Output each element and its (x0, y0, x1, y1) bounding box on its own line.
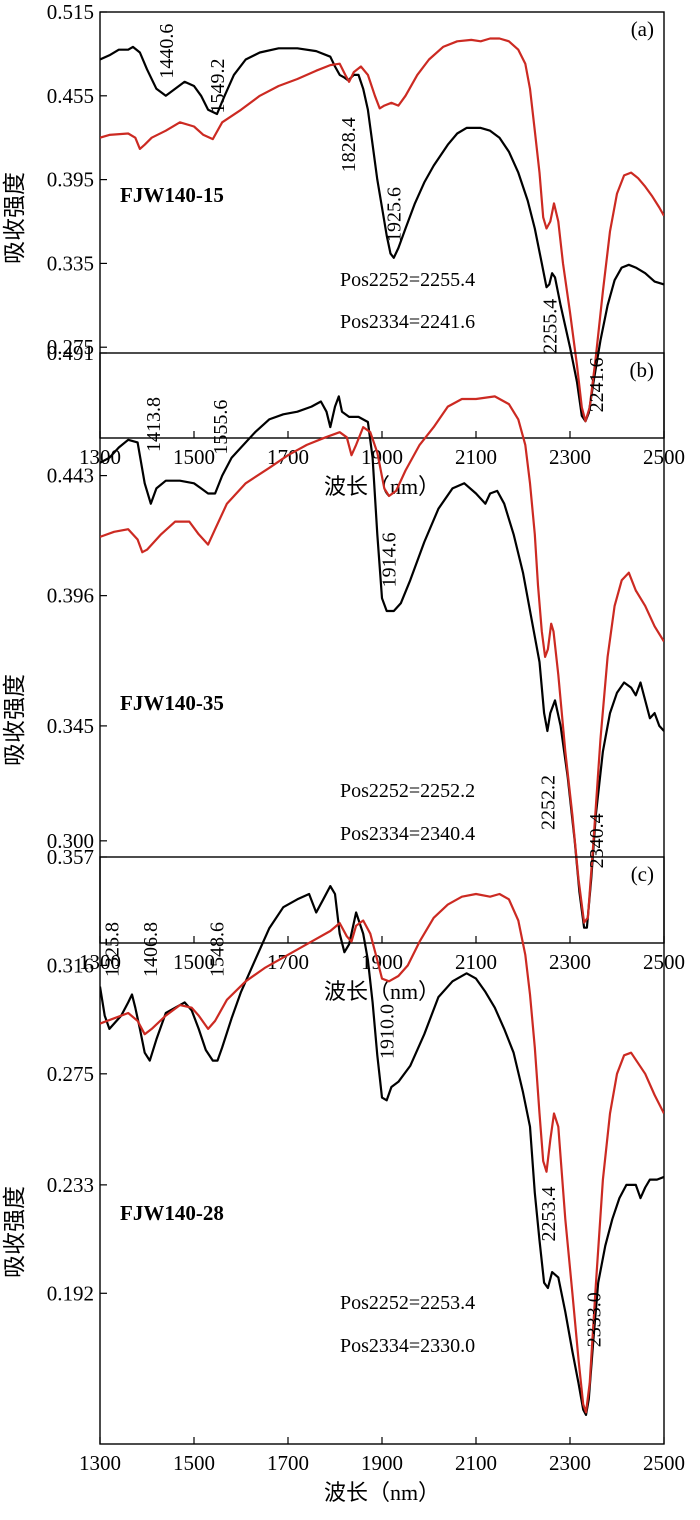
y-axis-label: 吸收强度 (2, 674, 27, 766)
x-tick-label: 2100 (455, 445, 497, 469)
chart-panel-b: 1300 1500 1700 1900 2100 2300 25000.4910.4430.… (2, 341, 685, 1004)
chart-panel-a: 1300 1500 1700 1900 2100 2300 25000.5150.4550.… (2, 0, 685, 499)
peak-label: 1413.8 (143, 397, 165, 452)
x-tick-label: 2300 (549, 950, 591, 974)
series-line-red (100, 37, 664, 423)
x-tick-label: 1900 (361, 1451, 403, 1475)
pos-text: Pos2334=2340.4 (340, 823, 475, 845)
peak-label: 2333.0 (584, 1292, 606, 1347)
peak-label: 1555.6 (210, 400, 232, 455)
panel-label: (c) (631, 862, 654, 886)
series-line-red (100, 395, 664, 924)
y-tick-label: 0.396 (47, 584, 94, 608)
y-tick-label: 0.443 (47, 464, 94, 488)
peak-label: 2241.6 (586, 357, 608, 412)
peak-label: 2340.4 (586, 813, 608, 868)
pos-text: Pos2334=2330.0 (340, 1335, 475, 1357)
peak-label: 1828.4 (338, 117, 360, 172)
y-tick-label: 0.275 (47, 335, 94, 359)
peak-label: 2253.4 (538, 1186, 560, 1241)
peak-label: 1406.8 (140, 922, 162, 977)
plot-frame (99, 352, 665, 944)
y-tick-label: 0.357 (47, 845, 94, 869)
peak-label: 1440.6 (156, 24, 178, 79)
x-tick-label: 1900 (361, 445, 403, 469)
x-tick-label: 1500 (173, 950, 215, 974)
x-tick-label: 2100 (455, 950, 497, 974)
peak-label: 1914.6 (379, 532, 401, 587)
y-tick-label: 0.335 (47, 251, 94, 275)
peak-label: 1549.2 (207, 59, 229, 114)
sample-name: FJW140-28 (120, 1201, 224, 1225)
x-tick-label: 2500 (643, 1451, 685, 1475)
x-tick-label: 1700 (267, 1451, 309, 1475)
y-axis-label: 吸收强度 (2, 172, 27, 264)
panel-label: (b) (630, 358, 655, 382)
y-tick-label: 0.275 (47, 1062, 94, 1086)
peak-label: 1910.0 (377, 1004, 399, 1059)
pos-text: Pos2252=2253.4 (340, 1292, 475, 1314)
y-tick-label: 0.192 (47, 1281, 94, 1305)
pos-text: Pos2334=2241.6 (340, 311, 475, 333)
x-tick-label: 2100 (455, 1451, 497, 1475)
peak-label: 2255.4 (539, 299, 561, 354)
y-tick-label: 0.491 (47, 341, 94, 365)
x-tick-label: 1500 (173, 445, 215, 469)
x-tick-label: 1300 (79, 1451, 121, 1475)
peak-label: 2252.2 (537, 775, 559, 830)
y-tick-label: 0.316 (47, 953, 94, 977)
x-tick-label: 2300 (549, 445, 591, 469)
y-axis-label: 吸收强度 (2, 1186, 27, 1278)
sample-name: FJW140-15 (120, 183, 224, 207)
series-line-red (100, 892, 664, 1414)
x-axis-label: 波长（nm） (324, 1480, 440, 1505)
x-axis-label: 波长（nm） (324, 979, 440, 1004)
pos-text: Pos2252=2252.2 (340, 780, 475, 802)
y-tick-label: 0.515 (47, 0, 94, 24)
x-tick-label: 1500 (173, 1451, 215, 1475)
y-tick-label: 0.455 (47, 84, 94, 108)
x-tick-label: 2300 (549, 1451, 591, 1475)
series-line-black (100, 45, 664, 423)
sample-name: FJW140-35 (120, 691, 224, 715)
peak-label: 1925.6 (384, 187, 406, 242)
chart-panel-c: 1300 1500 1700 1900 2100 2300 2500 0.357 0.316 0.… (2, 845, 685, 1505)
peak-label: 1325.8 (102, 922, 124, 977)
y-tick-label: 0.233 (47, 1173, 94, 1197)
plot-frame (99, 11, 665, 439)
y-tick-label: 0.345 (47, 714, 94, 738)
y-tick-label: 0.300 (47, 829, 94, 853)
panel-label: (a) (631, 17, 654, 41)
pos-text: Pos2252=2255.4 (340, 269, 475, 291)
peak-label: 1548.6 (207, 922, 229, 977)
y-tick-label: 0.395 (47, 168, 94, 192)
